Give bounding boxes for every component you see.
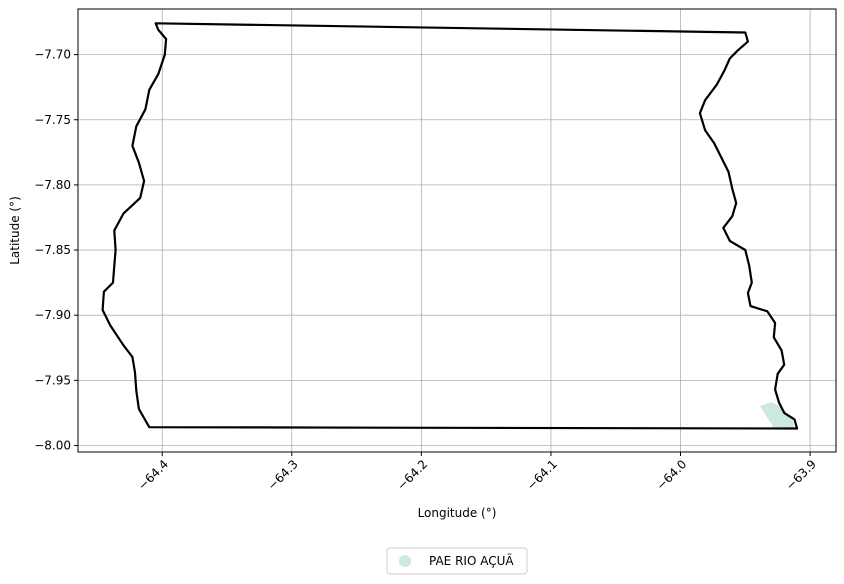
x-tick-label: −64.4 bbox=[135, 457, 171, 493]
legend: PAE RIO AÇUÃ bbox=[386, 547, 528, 575]
y-tick-label: −7.80 bbox=[34, 178, 71, 192]
x-tick-label: −64.3 bbox=[265, 457, 301, 493]
area-layer bbox=[760, 401, 796, 429]
y-tick-label: −8.00 bbox=[34, 438, 71, 452]
x-tick-label: −64.2 bbox=[394, 457, 430, 493]
boundary-layer bbox=[101, 22, 799, 430]
y-tick-label: −7.75 bbox=[34, 113, 71, 127]
boundary-outline bbox=[101, 22, 799, 430]
x-tick-label: −64.0 bbox=[654, 457, 690, 493]
area-pae-rio-acua bbox=[760, 401, 796, 429]
x-axis-label: Longitude (°) bbox=[418, 506, 497, 520]
plot-frame bbox=[77, 8, 837, 453]
y-axis-ticks: −7.70 −7.75 −7.80 −7.85 −7.90 −7.95 −8.00 bbox=[34, 48, 78, 452]
y-tick-label: −7.85 bbox=[34, 243, 71, 257]
x-tick-label: −64.1 bbox=[524, 457, 560, 493]
y-axis-label: Latitude (°) bbox=[8, 196, 22, 265]
x-tick-label: −63.9 bbox=[783, 457, 819, 493]
legend-label: PAE RIO AÇUÃ bbox=[429, 553, 514, 568]
y-tick-label: −7.70 bbox=[34, 48, 71, 62]
y-tick-label: −7.90 bbox=[34, 308, 71, 322]
y-tick-label: −7.95 bbox=[34, 373, 71, 387]
x-axis-ticks: −64.4 −64.3 −64.2 −64.1 −64.0 −63.9 bbox=[135, 452, 819, 493]
grid bbox=[78, 9, 836, 452]
legend-marker-pae-rio-acua bbox=[399, 555, 411, 567]
legend-box bbox=[386, 547, 528, 575]
